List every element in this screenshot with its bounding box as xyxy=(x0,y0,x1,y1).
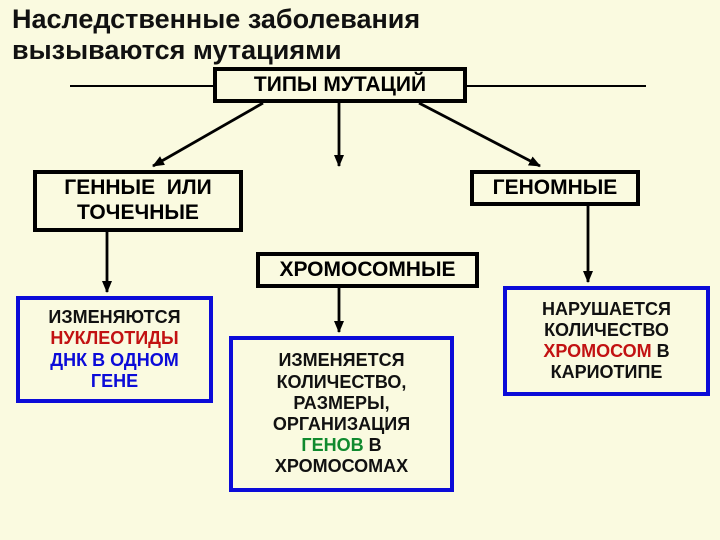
node-genomnye: ГЕНОМНЫЕ xyxy=(470,170,640,206)
text-segment: НУКЛЕОТИДЫ xyxy=(50,328,178,348)
node-label: НАРУШАЕТСЯ КОЛИЧЕСТВО ХРОМОСОМ В КАРИОТИ… xyxy=(542,299,671,384)
title-line1: Наследственные заболевания xyxy=(12,4,420,35)
node-chromosomnye: ХРОМОСОМНЫЕ xyxy=(256,252,479,288)
node-label: ГЕНОМНЫЕ xyxy=(493,176,618,201)
node-desc-genome: НАРУШАЕТСЯ КОЛИЧЕСТВО ХРОМОСОМ В КАРИОТИ… xyxy=(503,286,710,396)
node-types-root: ТИПЫ МУТАЦИЙ xyxy=(213,67,467,103)
node-label: ИЗМЕНЯЮТСЯ НУКЛЕОТИДЫ ДНК В ОДНОМ ГЕНЕ xyxy=(48,307,180,392)
text-segment: ГЕНОВ xyxy=(301,435,368,455)
node-label: ХРОМОСОМНЫЕ xyxy=(279,258,455,283)
arrow-root-to-gennye xyxy=(153,103,263,166)
arrow-root-to-genomnye xyxy=(419,103,540,166)
node-gennye: ГЕННЫЕ ИЛИ ТОЧЕЧНЫЕ xyxy=(33,170,243,232)
title-line2: вызываются мутациями xyxy=(12,35,420,66)
node-label: ГЕННЫЕ ИЛИ ТОЧЕЧНЫЕ xyxy=(64,176,211,226)
node-desc-gene: ИЗМЕНЯЮТСЯ НУКЛЕОТИДЫ ДНК В ОДНОМ ГЕНЕ xyxy=(16,296,213,403)
text-segment: НАРУШАЕТСЯ КОЛИЧЕСТВО xyxy=(542,299,671,340)
text-segment: ИЗМЕНЯЮТСЯ xyxy=(48,307,180,327)
text-segment: ХРОМОСОМ xyxy=(543,341,656,361)
page-title: Наследственные заболевания вызываются му… xyxy=(12,4,420,66)
node-label: ТИПЫ МУТАЦИЙ xyxy=(254,73,426,98)
text-segment: ИЗМЕНЯЕТСЯ КОЛИЧЕСТВО, РАЗМЕРЫ, ОРГАНИЗА… xyxy=(273,350,410,434)
text-segment: ДНК В ОДНОМ ГЕНЕ xyxy=(50,350,178,391)
node-desc-chrom: ИЗМЕНЯЕТСЯ КОЛИЧЕСТВО, РАЗМЕРЫ, ОРГАНИЗА… xyxy=(229,336,454,492)
node-label: ИЗМЕНЯЕТСЯ КОЛИЧЕСТВО, РАЗМЕРЫ, ОРГАНИЗА… xyxy=(273,350,410,477)
